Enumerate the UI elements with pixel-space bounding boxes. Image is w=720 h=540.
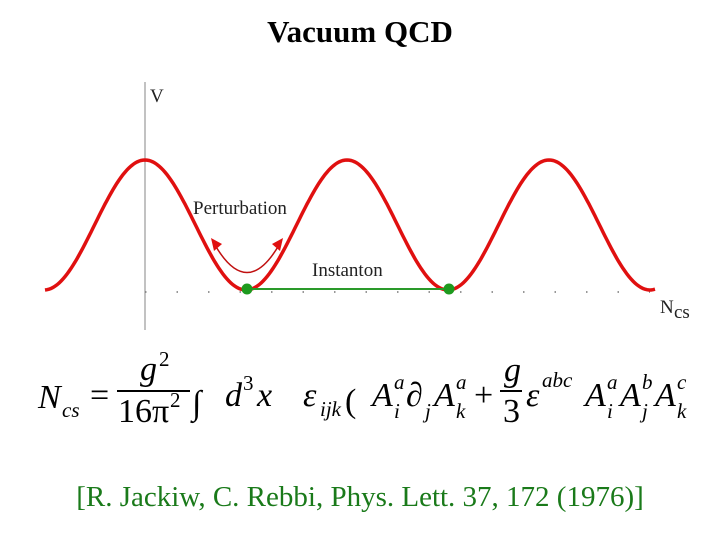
subscript: k — [677, 399, 687, 423]
subscript: j — [639, 399, 648, 423]
arrow-head — [272, 238, 283, 251]
perturbation-arc — [214, 244, 280, 274]
potential-curve — [44, 158, 656, 292]
symbol: A — [370, 377, 393, 414]
symbol: g — [504, 352, 521, 389]
symbol: ε — [303, 377, 317, 414]
symbol: x — [256, 377, 272, 414]
symbol: 3 — [503, 393, 520, 430]
superscript: a — [456, 370, 467, 394]
symbol: 16π — [118, 393, 169, 430]
superscript: 2 — [170, 388, 181, 412]
paren: ( — [345, 383, 356, 420]
subscript: i — [607, 399, 613, 423]
perturbation-label: Perturbation — [193, 198, 287, 219]
integral: ∫ — [190, 385, 204, 424]
subscript: ijk — [320, 397, 342, 421]
superscript: a — [607, 370, 618, 394]
diagram: V N cs Perturbation Instanton — [44, 82, 690, 330]
x-axis-label-sub: cs — [674, 302, 690, 323]
symbol: ε — [526, 377, 540, 414]
subscript: cs — [62, 398, 80, 422]
symbol: g — [140, 351, 157, 388]
title: Vacuum QCD — [267, 14, 453, 49]
symbol: A — [432, 377, 455, 414]
symbol: A — [583, 377, 606, 414]
superscript: a — [394, 370, 405, 394]
vacuum-point — [241, 283, 253, 295]
symbol: A — [618, 377, 641, 414]
superscript: abc — [542, 368, 573, 392]
instanton-label: Instanton — [312, 260, 383, 281]
formula: N cs = g 2 16π 2 ∫ d 3 x ε ijk ( A a i ∂… — [37, 347, 687, 430]
citation: [R. Jackiw, C. Rebbi, Phys. Lett. 37, 17… — [76, 481, 644, 513]
y-axis-label: V — [150, 86, 164, 107]
superscript: b — [642, 370, 653, 394]
x-axis-label: N — [660, 297, 674, 318]
subscript: k — [456, 399, 466, 423]
superscript: c — [677, 370, 687, 394]
vacuum-point — [443, 283, 455, 295]
subscript: i — [394, 399, 400, 423]
arrow-head — [211, 238, 222, 251]
symbol: N — [37, 379, 63, 416]
symbol: + — [474, 377, 493, 414]
symbol: ∂ — [406, 377, 423, 414]
superscript: 2 — [159, 347, 170, 371]
symbol: = — [90, 377, 109, 414]
symbol: A — [653, 377, 676, 414]
superscript: 3 — [243, 371, 254, 395]
subscript: j — [422, 399, 431, 423]
symbol: d — [225, 377, 243, 414]
